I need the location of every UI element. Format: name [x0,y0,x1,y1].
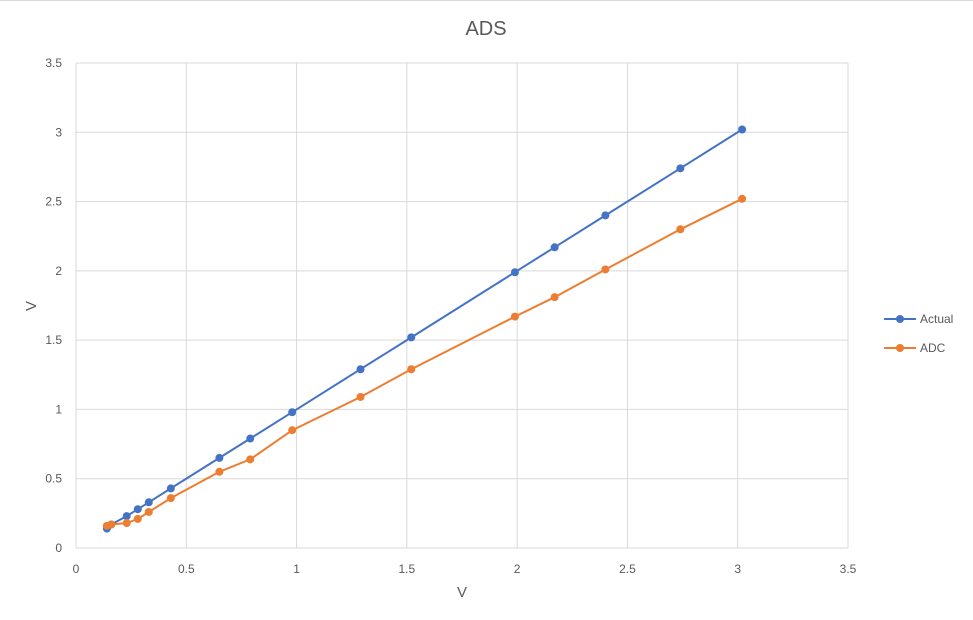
x-tick-label: 3.5 [840,562,857,576]
data-point-actual [601,211,610,220]
data-point-actual [133,505,142,514]
y-tick-label: 3 [55,125,62,139]
series-line-actual [106,128,743,530]
x-tick-labels: 0 0.5 1 1.5 2 2.5 3 3.5 [73,562,857,576]
x-tick-label: 3 [734,562,741,576]
y-axis-label: V [23,301,40,311]
data-point-adc [601,265,610,274]
data-point-adc [356,392,365,401]
legend-label: ADC [920,341,946,355]
data-point-adc [133,514,142,523]
x-axis-label: V [457,584,467,601]
data-point-adc [144,507,153,516]
y-tick-label: 2 [55,264,62,278]
data-point-adc [122,519,131,528]
y-tick-label: 3.5 [45,56,62,70]
data-point-actual [144,498,153,507]
data-point-actual [738,125,747,134]
x-tick-label: 2.5 [619,562,636,576]
data-point-adc [107,520,116,529]
series-actual [102,125,747,533]
chart-title: ADS [465,18,506,40]
series-adc [102,194,747,530]
gridlines [75,62,849,549]
data-point-adc [550,293,559,302]
legend: Actual ADC [884,312,953,355]
x-tick-label: 0.5 [178,562,195,576]
y-tick-label: 2.5 [45,195,62,209]
data-point-actual [288,408,297,417]
data-point-actual [215,453,224,462]
y-tick-label: 0 [55,541,62,555]
data-point-actual [246,434,255,443]
x-tick-label: 1 [293,562,300,576]
data-point-actual [122,512,131,521]
data-point-actual [676,164,685,173]
data-point-adc [510,312,519,321]
y-tick-label: 0.5 [45,472,62,486]
data-point-adc [215,467,224,476]
legend-marker [896,344,904,352]
legend-marker [896,315,904,323]
data-point-adc [407,365,416,374]
x-tick-label: 0 [73,562,80,576]
data-point-actual [356,365,365,374]
data-point-adc [166,494,175,503]
series-line-adc [106,197,743,527]
data-point-adc [246,455,255,464]
y-tick-label: 1.5 [45,333,62,347]
data-point-adc [676,225,685,234]
x-tick-label: 1.5 [399,562,416,576]
data-point-adc [738,194,747,203]
legend-item-adc: ADC [884,341,946,355]
y-tick-label: 1 [55,402,62,416]
x-tick-label: 2 [514,562,521,576]
legend-item-actual: Actual [884,312,953,326]
data-point-actual [407,333,416,342]
data-point-actual [166,484,175,493]
series-layer [102,125,747,533]
data-point-actual [550,243,559,252]
data-point-adc [288,426,297,435]
data-point-actual [510,268,519,277]
legend-label: Actual [920,312,953,326]
y-tick-labels: 0 0.5 1 1.5 2 2.5 3 3.5 [45,56,62,555]
